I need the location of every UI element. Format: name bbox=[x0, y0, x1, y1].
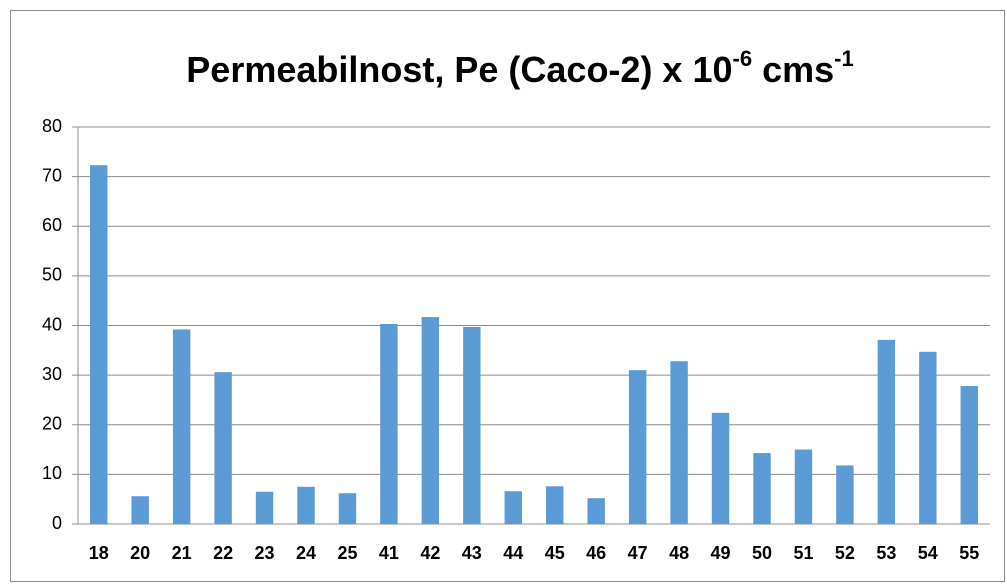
x-tick-label: 42 bbox=[420, 543, 440, 563]
y-tick-label: 40 bbox=[42, 314, 62, 334]
x-tick-label: 46 bbox=[586, 543, 606, 563]
bar bbox=[297, 486, 315, 524]
title-superscript: -6 bbox=[733, 46, 753, 71]
y-tick-label: 70 bbox=[42, 165, 62, 185]
y-tick-label: 0 bbox=[52, 513, 62, 533]
y-tick-label: 10 bbox=[42, 463, 62, 483]
x-tick-label: 18 bbox=[89, 543, 109, 563]
x-tick-label: 55 bbox=[959, 543, 979, 563]
bar bbox=[131, 496, 149, 524]
x-tick-label: 20 bbox=[130, 543, 150, 563]
bar bbox=[670, 361, 688, 524]
bar bbox=[628, 370, 647, 524]
bar bbox=[836, 465, 854, 524]
x-tick-label: 21 bbox=[172, 543, 192, 563]
x-tick-label: 47 bbox=[628, 543, 648, 563]
bar bbox=[877, 339, 896, 524]
x-tick-label: 50 bbox=[752, 543, 772, 563]
x-tick-label: 41 bbox=[379, 543, 399, 563]
bar bbox=[214, 372, 232, 524]
x-tick-label: 51 bbox=[793, 543, 813, 563]
x-tick-label: 52 bbox=[835, 543, 855, 563]
x-tick-label: 53 bbox=[876, 543, 896, 563]
bar bbox=[421, 317, 440, 524]
bar bbox=[338, 493, 357, 524]
bar bbox=[90, 165, 108, 524]
bar bbox=[504, 491, 522, 524]
bar bbox=[255, 491, 274, 524]
bar bbox=[919, 351, 937, 524]
bar bbox=[960, 386, 978, 524]
x-tick-label: 44 bbox=[503, 543, 523, 563]
y-tick-label: 30 bbox=[42, 364, 62, 384]
x-tick-label: 49 bbox=[711, 543, 731, 563]
title-superscript: -1 bbox=[834, 46, 854, 71]
x-tick-label: 43 bbox=[462, 543, 482, 563]
title-part: cms bbox=[752, 49, 834, 90]
bar bbox=[172, 329, 191, 524]
x-tick-label: 24 bbox=[296, 543, 316, 563]
bar bbox=[380, 324, 398, 524]
y-tick-label: 80 bbox=[42, 116, 62, 136]
bar bbox=[711, 412, 730, 524]
y-tick-label: 20 bbox=[42, 414, 62, 434]
x-tick-label: 22 bbox=[213, 543, 233, 563]
bar bbox=[753, 453, 771, 524]
x-tick-label: 25 bbox=[337, 543, 357, 563]
title-part: Permeabilnost, Pe (Caco-2) x 10 bbox=[186, 49, 732, 90]
x-tick-label: 54 bbox=[918, 543, 938, 563]
bar bbox=[794, 449, 813, 524]
y-tick-label: 60 bbox=[42, 215, 62, 235]
bar bbox=[463, 326, 481, 524]
y-tick-label: 50 bbox=[42, 265, 62, 285]
bar bbox=[546, 486, 564, 524]
x-tick-label: 48 bbox=[669, 543, 689, 563]
bar bbox=[587, 498, 605, 524]
chart-title: Permeabilnost, Pe (Caco-2) x 10-6 cms-1 bbox=[186, 46, 853, 90]
x-tick-label: 45 bbox=[545, 543, 565, 563]
x-tick-label: 23 bbox=[255, 543, 275, 563]
